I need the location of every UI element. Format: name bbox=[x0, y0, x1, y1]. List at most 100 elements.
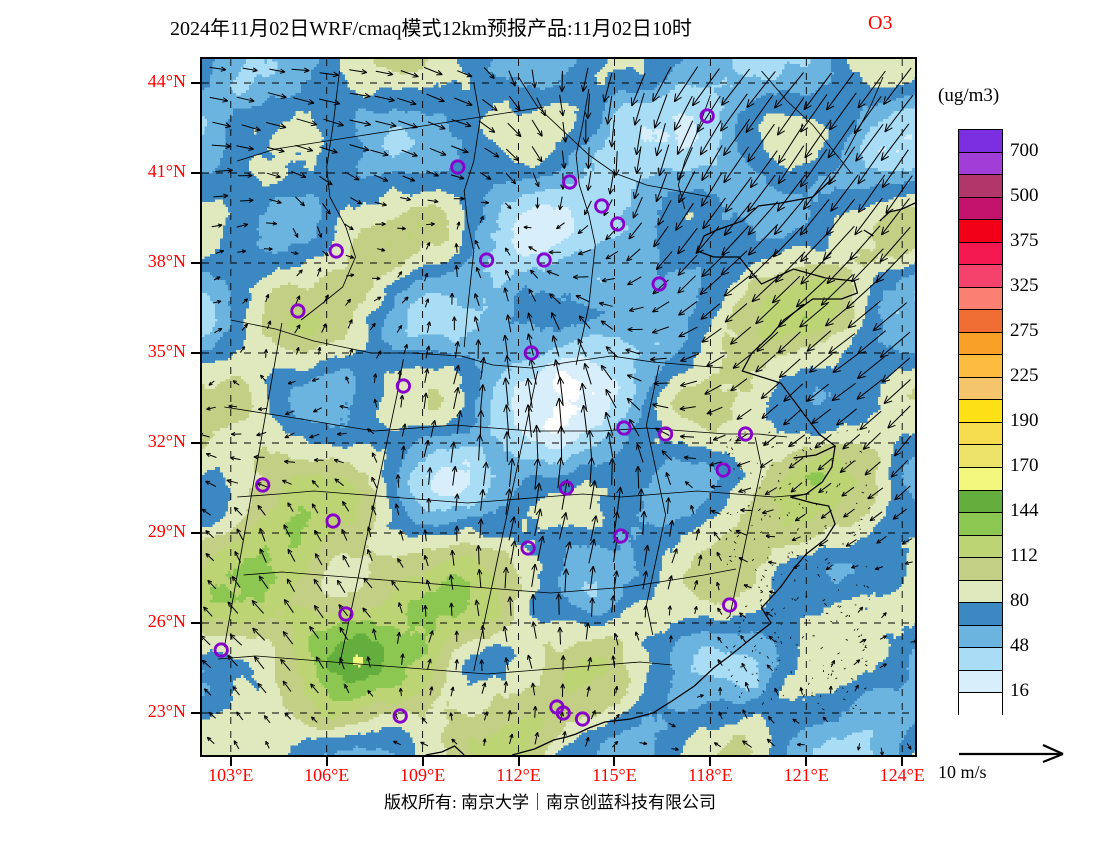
lat-tick-label-23: 23°N bbox=[147, 701, 186, 721]
lat-tick-29 bbox=[191, 532, 200, 534]
lat-tick-26 bbox=[191, 622, 200, 624]
colorbar-tick-700: 700 bbox=[1010, 139, 1039, 161]
lon-tick-115 bbox=[613, 757, 616, 766]
lon-tick-112 bbox=[517, 757, 520, 766]
colorbar-cell-7 bbox=[959, 287, 1002, 311]
lat-tick-41 bbox=[191, 172, 200, 174]
lat-tick-38 bbox=[191, 262, 200, 264]
colorbar-tick-190: 190 bbox=[1010, 410, 1039, 431]
colorbar-cell-14 bbox=[959, 445, 1002, 468]
map-plot-area[interactable] bbox=[200, 57, 917, 757]
station-marker-5[interactable] bbox=[328, 243, 344, 259]
lat-tick-32 bbox=[191, 442, 200, 444]
lon-tick-label-124: 124°E bbox=[879, 765, 925, 785]
lon-tick-124 bbox=[901, 757, 904, 766]
station-marker-13[interactable] bbox=[657, 426, 674, 442]
colorbar-cell-19 bbox=[959, 558, 1002, 581]
colorbar-units-label: (ug/m3) bbox=[938, 85, 1000, 106]
wind-vectors bbox=[202, 66, 915, 755]
page-title: 2024年11月02日WRF/cmaq模式12km预报产品:11月02日10时 bbox=[170, 18, 692, 40]
colorbar-cell-12 bbox=[959, 400, 1002, 423]
copyright-text: 版权所有: 南京大学｜南京创蓝科技有限公司 bbox=[384, 793, 716, 812]
colorbar-cell-1 bbox=[959, 152, 1002, 176]
colorbar-cell-0 bbox=[959, 130, 1002, 153]
colorbar-cell-21 bbox=[959, 603, 1002, 626]
colorbar-cell-20 bbox=[959, 580, 1002, 604]
colorbar-cell-22 bbox=[959, 625, 1002, 649]
station-marker-9[interactable] bbox=[290, 303, 306, 319]
colorbar-cell-16 bbox=[959, 490, 1002, 514]
lon-tick-106 bbox=[325, 757, 328, 766]
lon-tick-label-103: 103°E bbox=[208, 765, 254, 785]
colorbar-tick-325: 325 bbox=[1010, 274, 1039, 296]
station-marker-2[interactable] bbox=[562, 174, 578, 190]
station-marker-21[interactable] bbox=[721, 597, 738, 613]
colorbar-cell-11 bbox=[959, 377, 1002, 401]
colorbar-cell-25 bbox=[959, 693, 1002, 716]
station-marker-17[interactable] bbox=[558, 480, 575, 496]
lat-tick-label-41: 41°N bbox=[147, 161, 186, 181]
station-marker-1[interactable] bbox=[450, 159, 466, 175]
colorbar-cell-18 bbox=[959, 535, 1002, 559]
station-marker-4[interactable] bbox=[610, 216, 626, 232]
colorbar-cell-23 bbox=[959, 648, 1002, 671]
colorbar-cell-8 bbox=[959, 310, 1002, 333]
wind-scale-label: 10 m/s bbox=[938, 762, 987, 782]
colorbar[interactable] bbox=[958, 129, 1003, 716]
station-marker-11[interactable] bbox=[395, 378, 411, 394]
station-marker-3[interactable] bbox=[594, 198, 610, 214]
lat-tick-label-44: 44°N bbox=[147, 71, 186, 91]
map-boundaries bbox=[217, 70, 915, 755]
station-marker-16[interactable] bbox=[255, 477, 271, 493]
colorbar-tick-80: 80 bbox=[1010, 590, 1029, 612]
colorbar-tick-275: 275 bbox=[1010, 319, 1039, 341]
lon-tick-103 bbox=[229, 757, 232, 766]
station-markers[interactable] bbox=[213, 108, 754, 727]
colorbar-cell-6 bbox=[959, 265, 1002, 288]
lon-tick-118 bbox=[709, 757, 712, 766]
station-marker-14[interactable] bbox=[737, 426, 754, 442]
station-marker-26[interactable] bbox=[555, 705, 571, 721]
colorbar-cell-24 bbox=[959, 670, 1002, 694]
colorbar-cell-2 bbox=[959, 175, 1002, 198]
lon-tick-label-112: 112°E bbox=[496, 765, 541, 785]
species-label: O3 bbox=[868, 12, 893, 34]
station-marker-6[interactable] bbox=[478, 252, 495, 268]
lon-tick-label-106: 106°E bbox=[304, 765, 350, 785]
colorbar-tick-500: 500 bbox=[1010, 184, 1039, 206]
colorbar-cell-15 bbox=[959, 467, 1002, 491]
station-marker-10[interactable] bbox=[523, 345, 539, 361]
station-marker-27[interactable] bbox=[574, 711, 591, 727]
colorbar-tick-170: 170 bbox=[1010, 455, 1039, 477]
lon-tick-121 bbox=[805, 757, 808, 766]
station-marker-19[interactable] bbox=[613, 528, 629, 544]
colorbar-cell-17 bbox=[959, 513, 1002, 536]
lat-tick-label-35: 35°N bbox=[147, 341, 186, 361]
lat-tick-label-29: 29°N bbox=[147, 521, 186, 541]
graticule bbox=[202, 59, 915, 755]
footer: 版权所有: 南京大学｜南京创蓝科技有限公司 bbox=[0, 788, 1100, 813]
lon-tick-label-115: 115°E bbox=[592, 765, 637, 785]
station-marker-7[interactable] bbox=[536, 252, 552, 268]
station-marker-15[interactable] bbox=[715, 462, 731, 478]
colorbar-tick-112: 112 bbox=[1010, 545, 1038, 567]
station-marker-18[interactable] bbox=[325, 513, 341, 529]
station-marker-20[interactable] bbox=[520, 540, 536, 556]
colorbar-cell-4 bbox=[959, 220, 1002, 243]
lon-tick-label-118: 118°E bbox=[688, 765, 733, 785]
lat-tick-label-26: 26°N bbox=[147, 611, 186, 631]
station-marker-24[interactable] bbox=[392, 708, 408, 724]
colorbar-cell-5 bbox=[959, 242, 1002, 266]
lat-tick-label-32: 32°N bbox=[147, 431, 186, 451]
station-marker-8[interactable] bbox=[651, 276, 667, 292]
lon-tick-109 bbox=[421, 757, 424, 766]
lat-tick-35 bbox=[191, 352, 200, 354]
colorbar-cell-13 bbox=[959, 422, 1002, 446]
station-marker-23[interactable] bbox=[213, 642, 229, 658]
station-marker-0[interactable] bbox=[699, 108, 715, 124]
station-marker-12[interactable] bbox=[616, 420, 632, 436]
colorbar-tick-144: 144 bbox=[1010, 500, 1039, 522]
colorbar-tick-225: 225 bbox=[1010, 364, 1039, 386]
station-marker-22[interactable] bbox=[338, 606, 354, 622]
contour-map bbox=[202, 59, 915, 755]
